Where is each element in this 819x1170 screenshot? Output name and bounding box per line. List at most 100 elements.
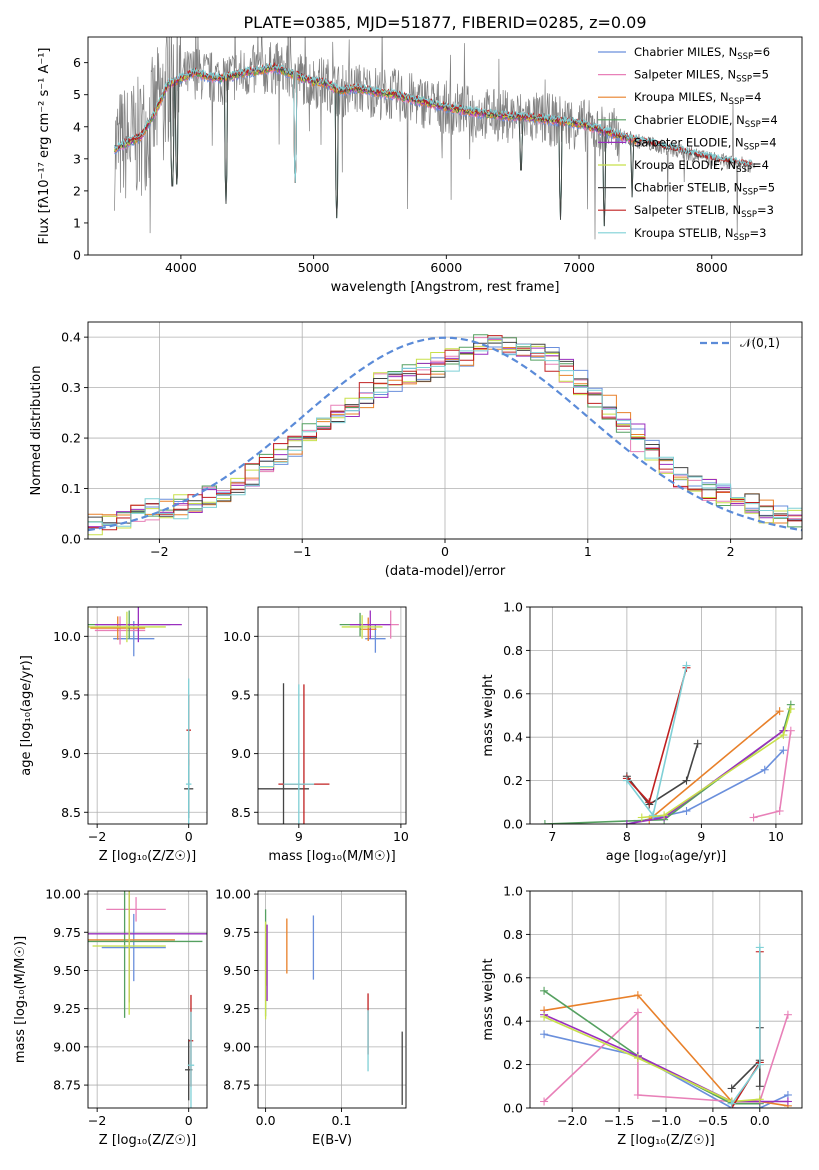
- y-tick-label: 2: [73, 183, 81, 198]
- x-tick-label: −1.5: [604, 1113, 634, 1128]
- grid-mass_vs_ebv: [258, 891, 406, 1108]
- histogram-series-kroupa_stelib: [88, 337, 802, 527]
- y-tick-label: 0.1: [61, 481, 81, 496]
- x-axis-label: wavelength [Angstrom, rest frame]: [331, 280, 560, 295]
- x-tick-label: 5000: [298, 260, 330, 275]
- y-tick-label: 9.00: [53, 1039, 81, 1054]
- x-tick-label: 0.1: [332, 1113, 352, 1128]
- legend-label-salpeter_elodie: Salpeter ELODIE, NSSP=4: [634, 135, 777, 152]
- y-axis-label: mass weight: [481, 674, 496, 756]
- x-tick-label: −0.5: [698, 1113, 728, 1128]
- plot-area-weight_vs_age: [540, 661, 795, 824]
- weight-line-kroupa_stelib: [731, 947, 761, 1105]
- x-axis-label: (data-model)/error: [385, 564, 506, 579]
- panel-weight_vs_age: 7 8 9 10 0.0 0.2 0.4 0.6 0.8 1.0 age [log₁₀(age/yr…: [481, 600, 803, 864]
- y-tick-label: 1.0: [503, 884, 523, 899]
- x-tick-label: −2: [88, 1113, 106, 1128]
- x-tick-label: 8000: [696, 260, 728, 275]
- y-tick-label: 9.00: [223, 1039, 251, 1054]
- legend-label-chabrier_miles: Chabrier MILES, NSSP=6: [634, 45, 770, 62]
- y-axis-label: mass weight: [481, 958, 496, 1040]
- y-axis-label: Normed distribution: [29, 366, 44, 496]
- x-tick-label: 7: [548, 829, 556, 844]
- x-tick-label: −2.0: [557, 1113, 587, 1128]
- y-tick-label: 9.0: [61, 746, 81, 761]
- y-tick-label: 0.0: [61, 532, 81, 547]
- y-tick-label: 9.75: [223, 925, 251, 940]
- y-tick-label: 1.0: [503, 600, 523, 615]
- x-axis-label: Z [log₁₀(Z/Z☉)]: [99, 849, 196, 864]
- axes-frame: [257, 890, 407, 1109]
- weight-line-kroupa_elodie: [543, 1016, 760, 1103]
- axes-frame: [87, 36, 803, 256]
- panel-residual_histogram: −2 −1 0 1 2 0.0 0.1 0.2 0.3 0.4 (data-model)/error…: [29, 321, 803, 579]
- spectrum-legend: Chabrier MILES, NSSP=6 Salpeter MILES, NS…: [598, 45, 778, 243]
- x-tick-label: 9: [295, 829, 303, 844]
- y-tick-label: 0.6: [503, 686, 523, 701]
- y-tick-label: 0: [73, 248, 81, 263]
- y-tick-label: 0.4: [503, 1014, 523, 1029]
- panel-mass_vs_Z: −2 0 8.75 9.00 9.25 9.50 9.75 10.00 Z [log₁₀(Z/Z…: [13, 887, 208, 1148]
- y-axis-label: Flux [fλ10⁻¹⁷ erg cm⁻² s⁻¹ A⁻¹]: [37, 48, 52, 245]
- legend-label-kroupa_elodie: Kroupa ELODIE, NSSP=4: [634, 158, 769, 175]
- x-tick-label: 2: [727, 544, 735, 559]
- y-tick-label: 9.50: [223, 963, 251, 978]
- x-tick-label: 0: [185, 829, 193, 844]
- y-tick-label: 5: [73, 87, 81, 102]
- y-tick-label: 9.0: [231, 746, 251, 761]
- plot-area-age_vs_Z: [88, 607, 194, 824]
- plot-area-weight_vs_Z: [540, 943, 792, 1108]
- y-tick-label: 8.5: [61, 805, 81, 820]
- panel-age_vs_Z: −2 0 8.5 9.0 9.5 10.0 Z [log₁₀(Z/Z☉)] age [log₁…: [19, 606, 208, 864]
- x-tick-label: 10: [768, 829, 784, 844]
- grid-age_vs_mass: [258, 607, 406, 824]
- weight-line-chabrier_stelib: [731, 1027, 761, 1090]
- plot-area-spectrum: [114, 37, 756, 240]
- x-tick-label: 4000: [165, 260, 197, 275]
- x-tick-label: 9: [697, 829, 705, 844]
- x-axis-label: Z [log₁₀(Z/Z☉)]: [99, 1133, 196, 1148]
- legend-label-kroupa_miles: Kroupa MILES, NSSP=4: [634, 90, 761, 107]
- legend-label-chabrier_elodie: Chabrier ELODIE, NSSP=4: [634, 113, 778, 130]
- axes-frame: [87, 606, 208, 825]
- weight-line-salpeter_elodie: [626, 730, 784, 824]
- y-tick-label: 9.25: [53, 1001, 81, 1016]
- legend-label-salpeter_stelib: Salpeter STELIB, NSSP=3: [634, 203, 774, 220]
- x-tick-label: −2: [150, 544, 168, 559]
- y-tick-label: 9.25: [223, 1001, 251, 1016]
- axes-frame: [529, 606, 803, 825]
- histogram-legend: 𝒩(0,1): [700, 336, 780, 350]
- y-tick-label: 0.6: [503, 970, 523, 985]
- x-axis-label: age [log₁₀(age/yr)]: [606, 849, 727, 864]
- y-tick-label: 10.0: [223, 629, 251, 644]
- panel-mass_vs_ebv: 0.0 0.1 8.75 9.00 9.25 9.50 9.75 10.00 E(B-V): [215, 887, 407, 1148]
- y-tick-label: 4: [73, 119, 81, 134]
- plot-area-mass_vs_ebv: [264, 909, 403, 1105]
- model-spectrum-salpeter_miles: [114, 66, 639, 183]
- plot-area-residual_histogram: [88, 334, 802, 536]
- x-tick-label: −1: [293, 544, 311, 559]
- weight-line-chabrier_elodie: [543, 990, 760, 1105]
- x-axis-label: mass [log₁₀(M/M☉)]: [268, 849, 395, 864]
- normal-pdf-curve: [88, 336, 802, 532]
- grid-weight_vs_age: [530, 606, 802, 825]
- weight-line-chabrier_miles: [626, 749, 784, 824]
- y-tick-label: 0.2: [61, 431, 81, 446]
- weight-line-kroupa_miles: [648, 710, 781, 821]
- y-tick-label: 8.75: [223, 1078, 251, 1093]
- figure-title: PLATE=0385, MJD=51877, FIBERID=0285, z=0…: [243, 13, 646, 32]
- legend-label-kroupa_stelib: Kroupa STELIB, NSSP=3: [634, 226, 766, 243]
- y-tick-label: 9.50: [53, 963, 81, 978]
- y-tick-label: 0.0: [503, 1101, 523, 1116]
- y-tick-label: 0.2: [503, 1057, 523, 1072]
- y-tick-label: 8.75: [53, 1078, 81, 1093]
- panel-age_vs_mass: 9 10 8.5 9.0 9.5 10.0 mass [log₁₀(M/M☉)]: [223, 606, 409, 864]
- y-tick-label: 0.8: [503, 927, 523, 942]
- x-tick-label: 1: [584, 544, 592, 559]
- x-axis-label: Z [log₁₀(Z/Z☉)]: [617, 1133, 714, 1148]
- x-tick-label: 0: [185, 1113, 193, 1128]
- y-tick-label: 10.00: [45, 887, 81, 902]
- y-tick-label: 9.5: [61, 687, 81, 702]
- x-tick-label: 0.0: [750, 1113, 770, 1128]
